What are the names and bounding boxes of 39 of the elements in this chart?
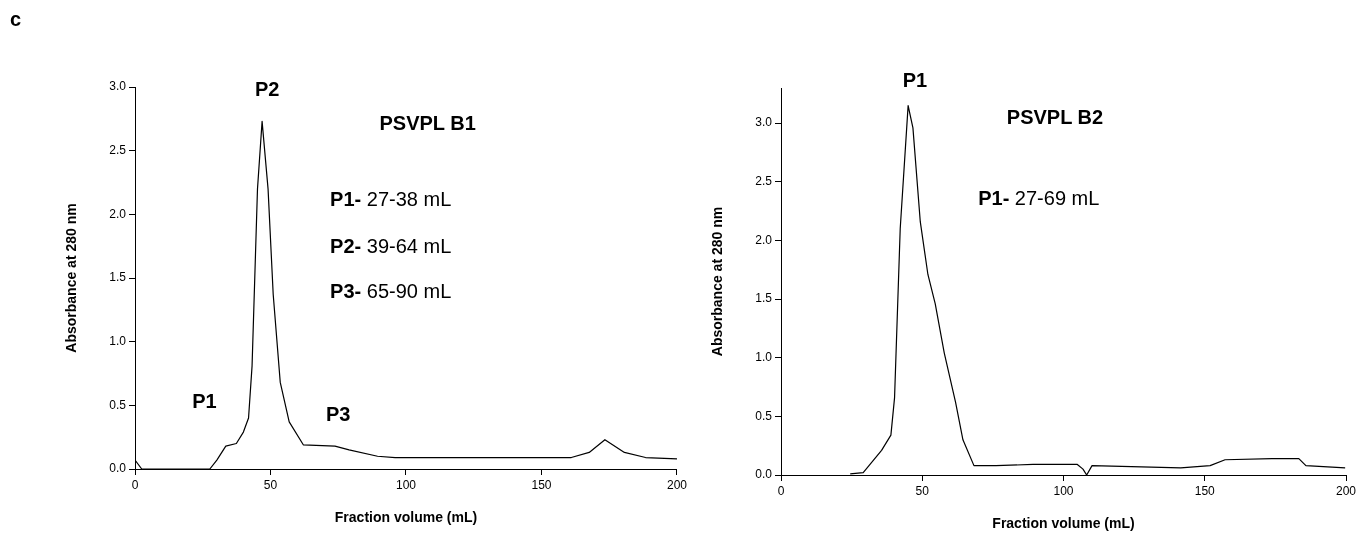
y-tick-label: 3.0 bbox=[109, 79, 127, 94]
x-tick-label: 100 bbox=[1053, 483, 1074, 498]
y-tick-label: 2.5 bbox=[755, 174, 773, 189]
y-axis-title: Absorbance at 280 nm bbox=[709, 206, 726, 357]
annotation: P3 bbox=[326, 402, 351, 425]
y-axis-title: Absorbance at 280 nm bbox=[63, 203, 80, 353]
x-axis-title: Fraction volume (mL) bbox=[992, 515, 1135, 532]
y-tick-label: 1.5 bbox=[755, 291, 773, 306]
y-tick-label: 2.0 bbox=[755, 232, 773, 247]
y-tick-label: 2.0 bbox=[109, 206, 127, 221]
annotation: P2- 39-64 mL bbox=[330, 234, 452, 257]
y-tick-label: 3.0 bbox=[755, 115, 773, 130]
annotation: P1- 27-38 mL bbox=[330, 187, 452, 210]
x-tick-label: 200 bbox=[1335, 483, 1357, 498]
chart-subtitle: c bbox=[10, 8, 22, 31]
x-tick-label: 100 bbox=[395, 477, 417, 492]
x-axis-title: Fraction volume (mL) bbox=[334, 509, 478, 526]
y-tick-label: 1.0 bbox=[755, 350, 773, 365]
x-tick-label: 150 bbox=[531, 477, 552, 492]
annotation: P1- 27-69 mL bbox=[978, 187, 1100, 210]
annotation: P2 bbox=[255, 77, 280, 100]
text: PSVPL B2 bbox=[1006, 105, 1104, 128]
x-tick-label: 200 bbox=[666, 477, 688, 492]
annotation: P1 bbox=[902, 69, 928, 92]
x-tick-label: 0 bbox=[777, 483, 785, 498]
y-tick-label: 0.0 bbox=[109, 461, 127, 476]
x-tick-label: 150 bbox=[1194, 483, 1216, 498]
annotation: P3- 65-90 mL bbox=[330, 280, 452, 303]
y-tick-label: 2.5 bbox=[109, 142, 127, 157]
annotation: P1 bbox=[192, 389, 217, 412]
x-tick-label: 0 bbox=[131, 477, 139, 492]
y-tick-label: 0.5 bbox=[109, 397, 127, 412]
x-tick-label: 50 bbox=[915, 483, 930, 498]
y-tick-label: 0.5 bbox=[755, 408, 773, 423]
y-tick-label: 0.0 bbox=[755, 467, 773, 482]
x-tick-label: 50 bbox=[263, 477, 278, 492]
y-tick-label: 1.5 bbox=[109, 270, 127, 285]
text: PSVPL B1 bbox=[379, 112, 476, 135]
y-tick-label: 1.0 bbox=[109, 333, 127, 348]
